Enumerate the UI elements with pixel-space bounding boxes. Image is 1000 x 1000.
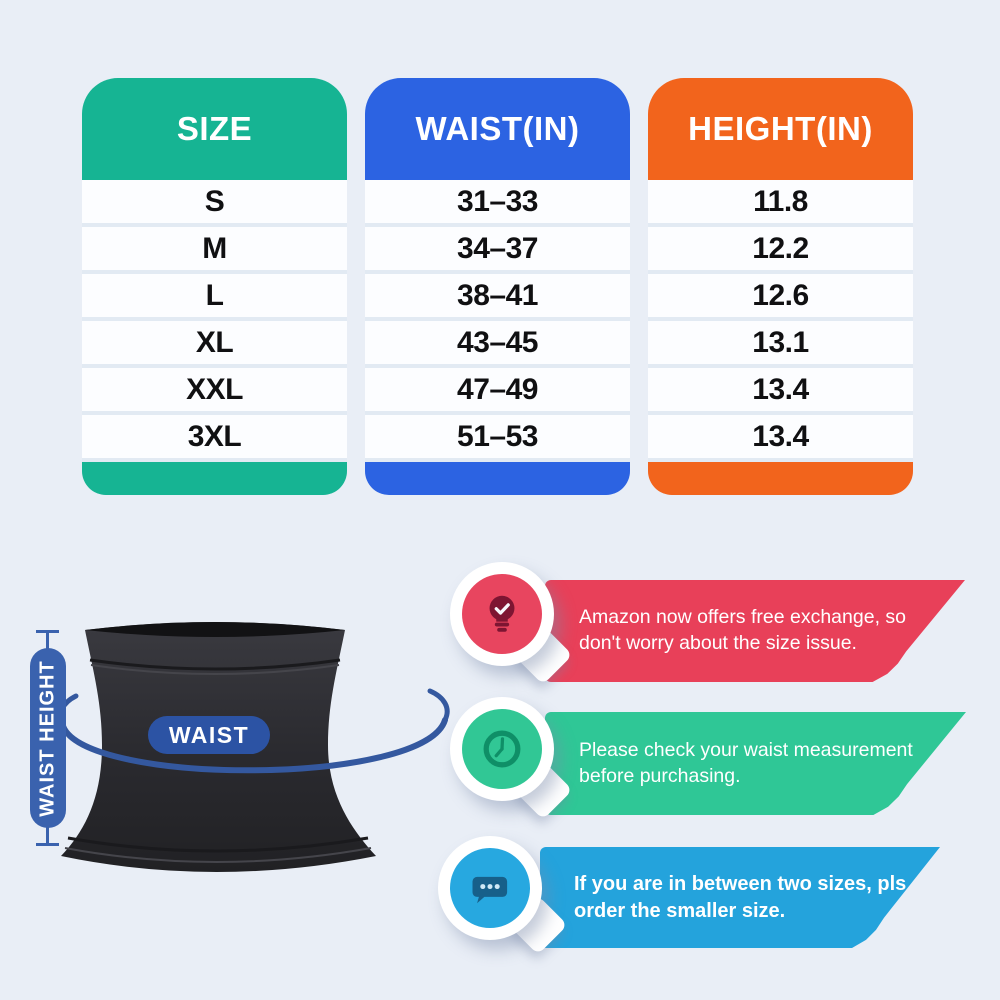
banner-icon-badge bbox=[450, 562, 554, 666]
waist-height-label: WAIST HEIGHT bbox=[36, 659, 59, 817]
table-cell: S bbox=[82, 180, 347, 227]
waist-trainer-illustration: WAIST WAIST HEIGHT bbox=[0, 560, 470, 920]
size-column: SIZE S M L XL XXL 3XL bbox=[82, 78, 347, 495]
waist-height-measure: WAIST HEIGHT bbox=[28, 630, 68, 846]
waist-measure-ellipse bbox=[60, 717, 448, 774]
table-cell: 13.1 bbox=[648, 321, 913, 368]
clock-icon bbox=[462, 709, 542, 789]
banner-ribbon: Please check your waist measurement befo… bbox=[545, 712, 966, 815]
table-cell: 12.6 bbox=[648, 274, 913, 321]
measure-cap-top bbox=[36, 630, 59, 633]
table-cell: 12.2 bbox=[648, 227, 913, 274]
height-column-footer bbox=[648, 462, 913, 495]
chat-dots-icon bbox=[450, 848, 530, 928]
table-cell: M bbox=[82, 227, 347, 274]
banner-ribbon: Amazon now offers free exchange, so don'… bbox=[545, 580, 965, 682]
waist-label-pill: WAIST bbox=[148, 716, 270, 754]
height-column: HEIGHT(IN) 11.8 12.2 12.6 13.1 13.4 13.4 bbox=[648, 78, 913, 495]
table-cell: 51–53 bbox=[365, 415, 630, 462]
table-cell: 13.4 bbox=[648, 368, 913, 415]
size-table: SIZE S M L XL XXL 3XL WAIST(IN) 31–33 34… bbox=[82, 78, 913, 495]
table-cell: 43–45 bbox=[365, 321, 630, 368]
banner-icon-badge bbox=[450, 697, 554, 801]
waist-column-header: WAIST(IN) bbox=[365, 78, 630, 180]
banner-ribbon: If you are in between two sizes, pls ord… bbox=[540, 847, 940, 948]
table-cell: XL bbox=[82, 321, 347, 368]
banner-icon-badge bbox=[438, 836, 542, 940]
waist-height-pill: WAIST HEIGHT bbox=[30, 648, 66, 828]
table-cell: XXL bbox=[82, 368, 347, 415]
table-cell: 38–41 bbox=[365, 274, 630, 321]
height-column-header: HEIGHT(IN) bbox=[648, 78, 913, 180]
table-cell: 31–33 bbox=[365, 180, 630, 227]
table-cell: L bbox=[82, 274, 347, 321]
table-cell: 11.8 bbox=[648, 180, 913, 227]
size-column-header: SIZE bbox=[82, 78, 347, 180]
table-cell: 13.4 bbox=[648, 415, 913, 462]
banner-text: Amazon now offers free exchange, so don'… bbox=[579, 606, 906, 654]
waist-column-footer bbox=[365, 462, 630, 495]
size-column-footer bbox=[82, 462, 347, 495]
table-cell: 47–49 bbox=[365, 368, 630, 415]
table-cell: 34–37 bbox=[365, 227, 630, 274]
waist-label: WAIST bbox=[168, 721, 250, 748]
waist-column: WAIST(IN) 31–33 34–37 38–41 43–45 47–49 … bbox=[365, 78, 630, 495]
table-cell: 3XL bbox=[82, 415, 347, 462]
banner-text: If you are in between two sizes, pls ord… bbox=[574, 873, 907, 922]
banner-text: Please check your waist measurement befo… bbox=[579, 738, 913, 787]
lightbulb-check-icon bbox=[462, 574, 542, 654]
measure-cap-bottom bbox=[36, 843, 59, 846]
